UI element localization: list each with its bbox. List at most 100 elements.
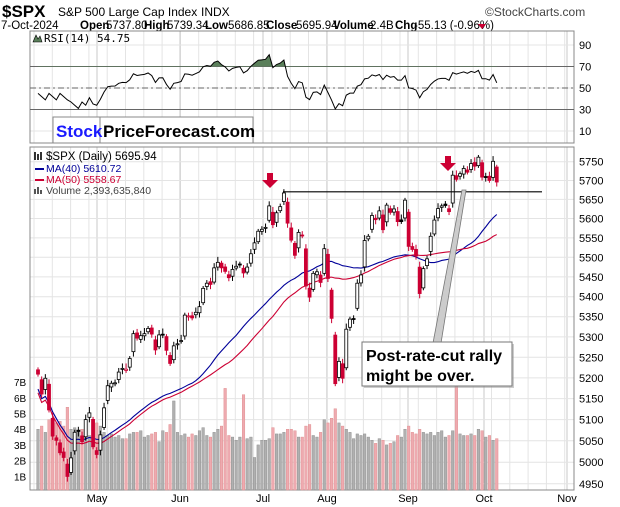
candle-body [292, 242, 297, 256]
candle [450, 170, 455, 208]
candle-body [366, 235, 371, 240]
candle [98, 430, 103, 456]
candle [153, 335, 158, 355]
candle-body [80, 435, 84, 443]
volume-bar [201, 427, 205, 491]
candle [270, 206, 275, 229]
candle-body [439, 205, 444, 208]
volume-bar [429, 432, 433, 491]
candle-body [395, 211, 400, 223]
candle-body [315, 271, 319, 276]
volume-bar [102, 432, 106, 491]
index-name: S&P 500 Large Cap Index [58, 5, 197, 19]
rsi-overbought-fill [38, 54, 497, 67]
candle-body [50, 417, 55, 437]
candle-body [197, 306, 202, 314]
price-tick-label: 5200 [579, 373, 603, 385]
volume-bar [58, 421, 62, 491]
candle [245, 263, 250, 275]
volume-bar [337, 422, 341, 491]
volume-bar [65, 407, 69, 491]
volume-bar [43, 432, 47, 491]
candle-body [417, 266, 422, 294]
rsi-legend: RSI(14) 54.75 [44, 32, 130, 45]
volume-bar [487, 435, 491, 491]
candle [410, 242, 415, 252]
candle [83, 414, 88, 441]
candle-body [267, 205, 272, 221]
candle [149, 324, 154, 338]
volume-bar [462, 435, 466, 491]
candle-body [351, 318, 356, 320]
volume-tick-label: 3B [14, 441, 27, 452]
volume-tick-label: 6B [14, 394, 27, 405]
quote-date: 7-Oct-2024 [1, 20, 59, 32]
volume-bar [194, 435, 198, 491]
candle [289, 222, 294, 243]
candle [494, 164, 499, 187]
candle-body [94, 450, 99, 455]
candle [296, 229, 301, 253]
high-label: High [144, 20, 170, 32]
candle [186, 312, 191, 321]
candle [461, 165, 466, 179]
volume-bar [418, 429, 422, 491]
candle-body [215, 261, 220, 268]
candle [421, 266, 426, 291]
candle [116, 367, 121, 384]
volume-tick-label: 7B [14, 378, 27, 389]
candle-body [326, 253, 330, 279]
price-tick-label: 5250 [579, 352, 603, 364]
candle-body [311, 272, 316, 290]
candle [226, 270, 231, 282]
volume-bar [168, 424, 172, 491]
candles [36, 154, 499, 482]
annotation-callout: Post-rate-cut rally might be over. [361, 189, 514, 388]
volume-tick-label: 5B [14, 410, 27, 421]
volume-bar [300, 436, 304, 491]
candle [417, 261, 422, 299]
candle-body [124, 368, 128, 371]
rsi-tick-label: 70 [579, 62, 591, 74]
candle [164, 334, 169, 356]
candle [399, 214, 404, 224]
candle [491, 156, 495, 181]
candle [142, 328, 147, 341]
volume-bar [319, 432, 323, 491]
chg-label: Chg [395, 20, 417, 32]
sell-signal-arrow-icon [262, 173, 278, 188]
volume-bar [447, 435, 451, 491]
volume-bar [227, 435, 231, 491]
annotations [262, 156, 542, 193]
volume-bar [256, 444, 260, 491]
candle [384, 202, 389, 227]
candle-body [186, 315, 191, 318]
volume-bar [106, 435, 110, 491]
candle [201, 285, 206, 306]
candle-body [127, 358, 132, 368]
volume-bar [128, 433, 132, 491]
volume-bar [87, 435, 91, 491]
volume-value: 2.4B [370, 20, 394, 32]
volume-bar [341, 425, 345, 491]
candle-body [443, 203, 448, 206]
candle-body [149, 327, 154, 335]
rsi-tick-label: 10 [579, 126, 591, 138]
candle-body [245, 266, 250, 273]
candle [256, 228, 261, 245]
candle-body [318, 274, 323, 283]
volume-bar [443, 436, 447, 491]
volume-bar [330, 418, 334, 491]
candle-body [160, 333, 165, 336]
candle-body [392, 208, 396, 213]
candle-body [403, 199, 407, 219]
candle [373, 214, 378, 225]
candle-body [483, 176, 488, 178]
price-tick-label: 5150 [579, 394, 603, 406]
volume-bar [344, 429, 348, 491]
candle [388, 205, 393, 215]
candle-body [450, 174, 455, 204]
volume-bar [275, 433, 279, 491]
candle [443, 201, 448, 208]
